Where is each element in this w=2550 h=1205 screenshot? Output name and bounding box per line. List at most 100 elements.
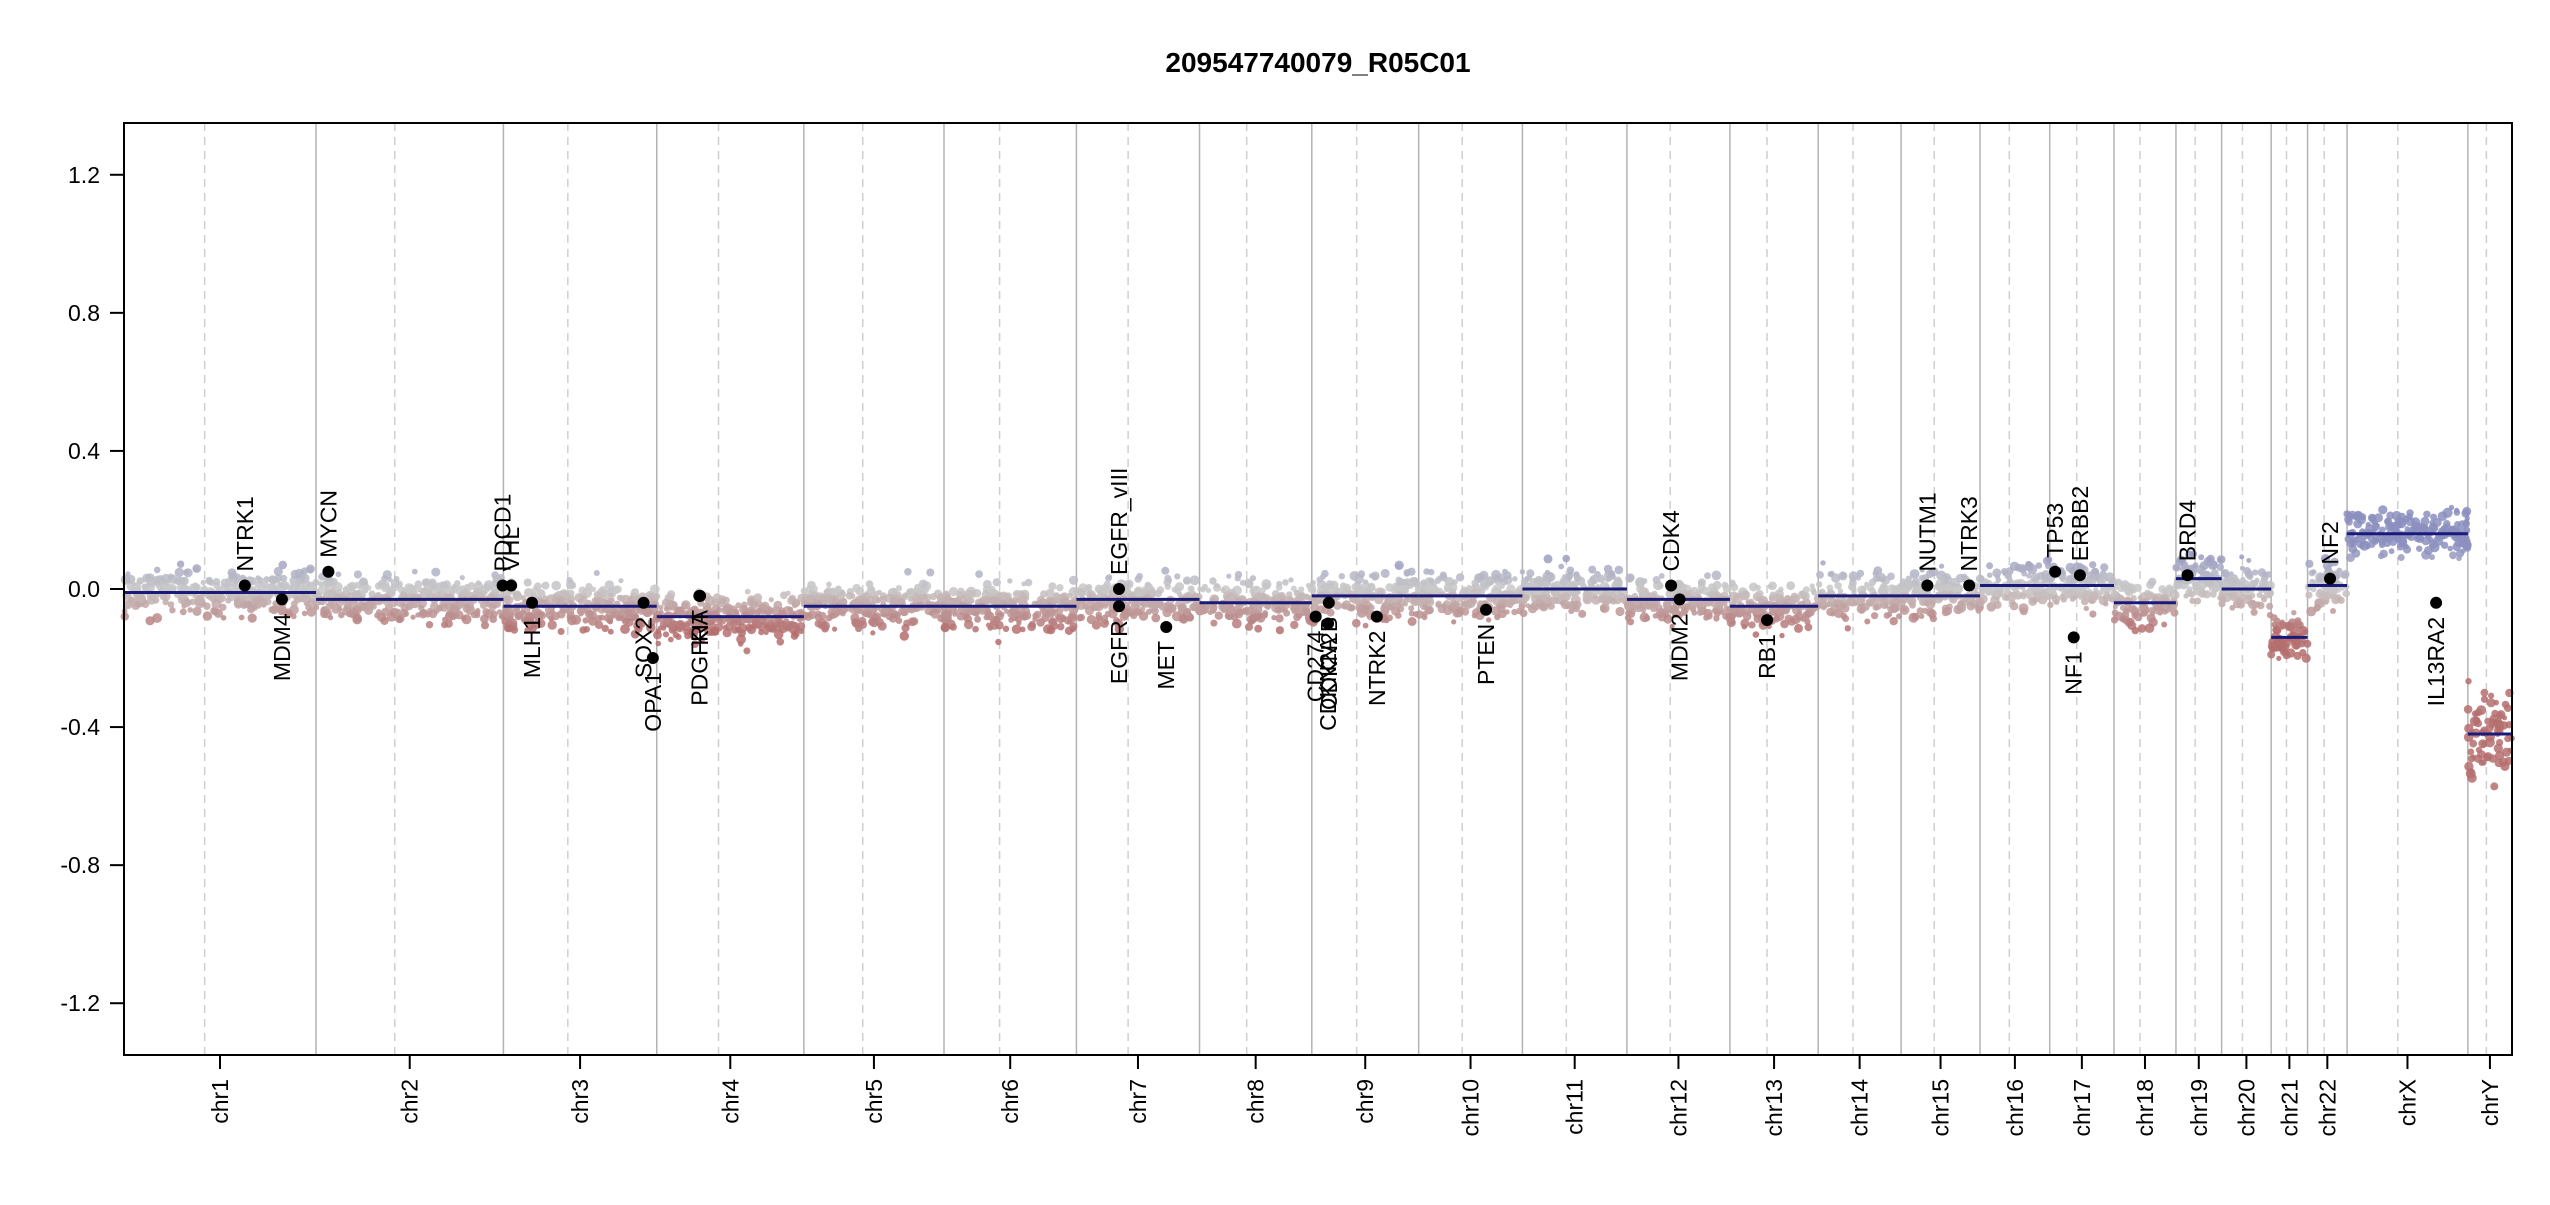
probe-point: [1282, 579, 1289, 586]
probe-point: [2247, 599, 2258, 610]
probe-point: [480, 614, 489, 624]
probe-point: [2246, 593, 2253, 601]
probe-point: [773, 600, 783, 610]
probe-point: [607, 619, 614, 625]
probe-points: [120, 504, 2515, 791]
probe-point: [2350, 540, 2357, 547]
probe-point: [1869, 578, 1877, 586]
probe-point: [1007, 578, 1013, 584]
gene-label: PDGFRA: [686, 609, 712, 706]
probe-point: [279, 574, 288, 583]
probe-point: [688, 619, 695, 625]
probe-point: [2378, 505, 2388, 515]
probe-point: [2234, 588, 2244, 598]
chromosome-label: chrX: [2394, 1079, 2420, 1126]
probe-point: [2269, 645, 2275, 651]
probe-point: [578, 586, 587, 595]
probe-point: [2033, 576, 2039, 582]
probe-point: [1391, 606, 1401, 616]
probe-point: [1422, 583, 1432, 593]
chromosome-label: chr14: [1847, 1079, 1873, 1137]
probe-point: [1310, 603, 1319, 612]
probe-point: [410, 614, 416, 620]
probe-point: [1408, 605, 1415, 612]
probe-point: [1652, 576, 1661, 584]
probe-point: [758, 629, 765, 636]
probe-point: [2305, 591, 2313, 599]
probe-point: [891, 597, 898, 605]
probe-point: [871, 606, 877, 613]
probe-point: [2141, 609, 2148, 617]
chromosome-label: chr1: [207, 1079, 233, 1124]
probe-point: [1755, 589, 1764, 598]
probe-point: [2161, 588, 2168, 595]
probe-point: [1431, 580, 1438, 587]
probe-point: [1132, 600, 1139, 607]
probe-point: [1362, 622, 1369, 629]
probe-point: [630, 588, 640, 597]
probe-point: [1066, 592, 1073, 599]
probe-point: [722, 624, 728, 631]
probe-point: [1504, 609, 1510, 615]
probe-point: [1611, 589, 1622, 600]
probe-point: [899, 631, 909, 641]
probe-point: [1922, 607, 1929, 614]
probe-point: [2489, 723, 2495, 729]
probe-point: [1588, 565, 1597, 574]
probe-point: [763, 623, 770, 630]
probe-point: [358, 584, 368, 595]
probe-point: [217, 593, 227, 603]
probe-point: [533, 582, 542, 591]
probe-point: [1403, 569, 1411, 577]
probe-point: [993, 597, 1002, 605]
probe-point: [2161, 621, 2168, 628]
probe-point: [1519, 569, 1526, 575]
probe-point: [1573, 600, 1582, 609]
probe-point: [2257, 568, 2267, 577]
probe-point: [2103, 601, 2109, 607]
probe-point: [1316, 576, 1323, 583]
probe-point: [1451, 601, 1459, 609]
probe-point: [1624, 600, 1635, 610]
gene-point-EGFR_vIII: [1113, 583, 1125, 595]
probe-point: [2259, 578, 2269, 589]
probe-point: [375, 591, 382, 599]
chromosome-label: chr6: [997, 1079, 1023, 1124]
probe-point: [2391, 510, 2402, 521]
probe-point: [203, 602, 211, 610]
probe-point: [473, 581, 484, 592]
probe-point: [2461, 509, 2470, 518]
probe-point: [1261, 611, 1268, 619]
probe-point: [324, 581, 330, 588]
probe-point: [2447, 545, 2453, 552]
probe-point: [1455, 573, 1465, 582]
probe-point: [441, 621, 448, 629]
probe-point: [901, 623, 910, 633]
probe-point: [702, 602, 711, 610]
probe-point: [2386, 511, 2395, 520]
probe-point: [568, 581, 577, 590]
probe-point: [2137, 595, 2143, 601]
probe-point: [2504, 735, 2512, 743]
probe-point: [2244, 569, 2254, 579]
probe-point: [974, 615, 981, 623]
probe-point: [174, 577, 183, 585]
probe-point: [2301, 629, 2309, 636]
gene-point-NUTM1: [1921, 579, 1934, 592]
probe-point: [1993, 589, 2000, 597]
gene-point-EGFR: [1113, 600, 1125, 613]
probe-point: [2301, 653, 2311, 663]
probe-point: [655, 628, 662, 635]
probe-point: [1338, 573, 1346, 580]
probe-point: [247, 613, 257, 623]
probe-point: [1841, 604, 1850, 613]
probe-point: [1154, 589, 1163, 598]
probe-point: [825, 614, 833, 622]
probe-point: [2494, 719, 2504, 730]
probe-point: [1425, 606, 1434, 615]
probe-point: [918, 579, 928, 589]
probe-point: [601, 624, 609, 633]
probe-points-chr5: [799, 568, 949, 641]
probe-point: [845, 592, 854, 600]
